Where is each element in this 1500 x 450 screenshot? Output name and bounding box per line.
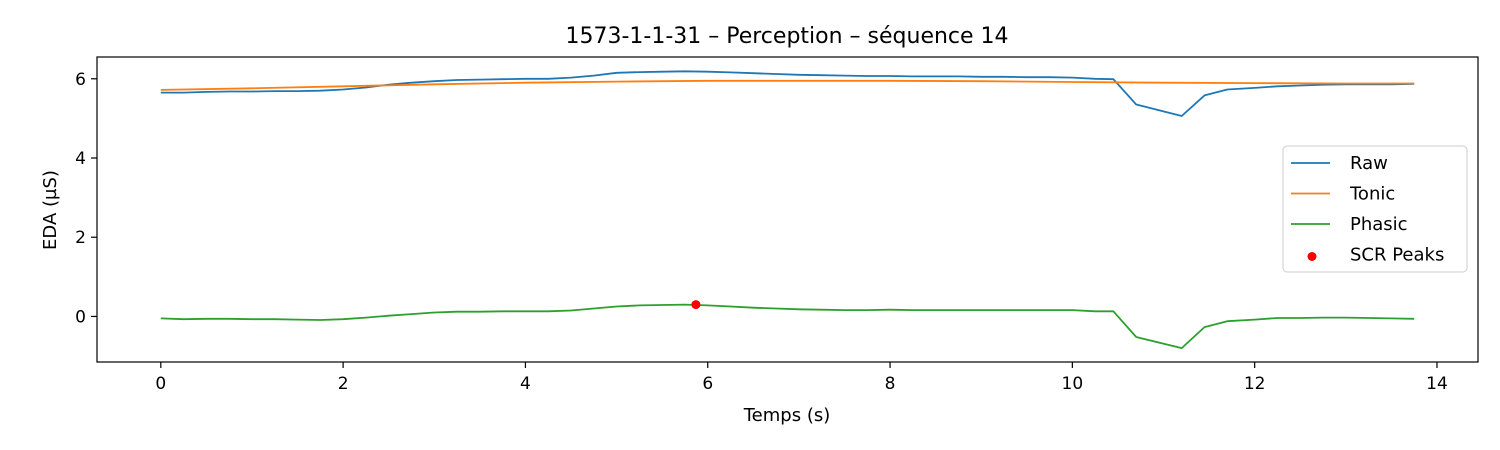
- legend-label-raw: Raw: [1350, 153, 1388, 174]
- x-tick-label: 2: [338, 374, 349, 394]
- plot-area: [96, 56, 1479, 363]
- legend-swatch-scr-peaks: [1307, 252, 1317, 261]
- series-line-raw: [160, 70, 1415, 117]
- x-axis-ticks: 0 2 4 6 8 10 12 14: [155, 362, 1448, 394]
- legend-box: [1282, 145, 1468, 273]
- y-tick-label: 4: [75, 149, 86, 169]
- legend-label-scr-peaks: SCR Peaks: [1350, 245, 1444, 266]
- x-tick-label: 14: [1426, 374, 1448, 394]
- x-tick-label: 8: [885, 374, 896, 394]
- x-tick-label: 4: [520, 374, 531, 394]
- y-axis-ticks: 0 2 4 6: [75, 70, 97, 327]
- legend-label-tonic: Tonic: [1349, 184, 1395, 205]
- x-tick-label: 0: [155, 374, 166, 394]
- axes-frame: [96, 56, 1479, 363]
- series-line-phasic: [160, 303, 1415, 350]
- legend: Raw Tonic Phasic SCR Peaks: [1282, 145, 1468, 273]
- legend-label-phasic: Phasic: [1350, 214, 1408, 235]
- y-axis-label: EDA (µS): [40, 170, 61, 250]
- y-tick-label: 6: [75, 70, 86, 90]
- x-tick-label: 12: [1244, 374, 1266, 394]
- y-tick-label: 2: [75, 228, 86, 248]
- y-tick-label: 0: [75, 307, 86, 327]
- x-tick-label: 6: [702, 374, 713, 394]
- x-tick-label: 10: [1062, 374, 1084, 394]
- series-line-tonic: [160, 79, 1415, 91]
- x-axis-label: Temps (s): [743, 405, 831, 426]
- chart-title: 1573-1-1-31 – Perception – séquence 14: [565, 24, 1008, 49]
- scr-peak-marker: [691, 300, 701, 310]
